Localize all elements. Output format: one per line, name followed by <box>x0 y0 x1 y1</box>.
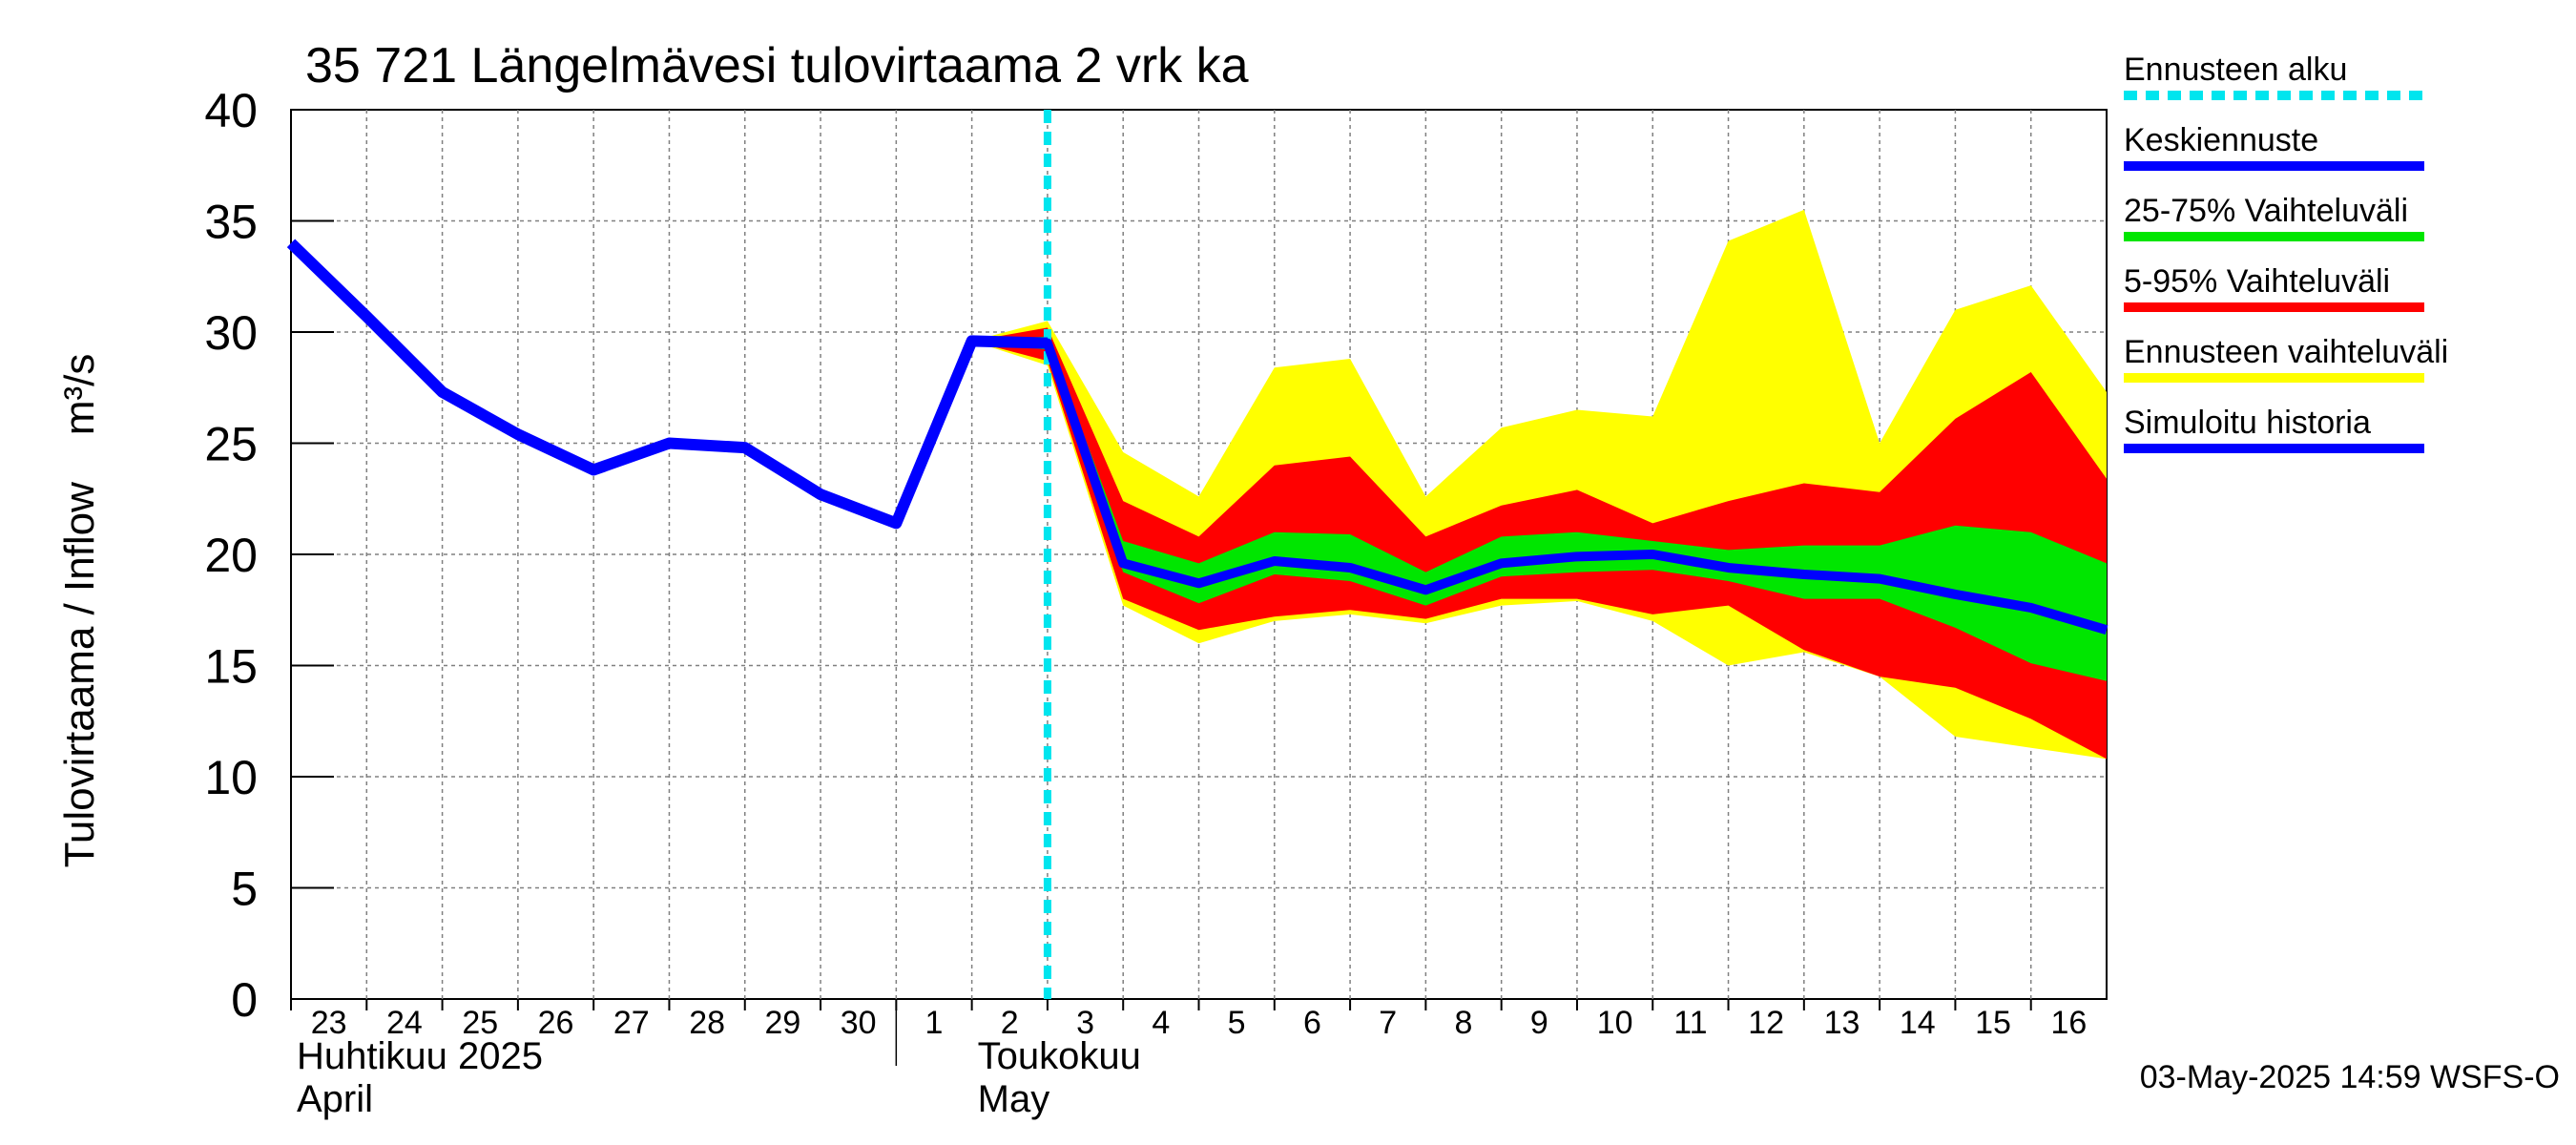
x-tick-label: 24 <box>386 1005 423 1041</box>
y-tick-label: 0 <box>231 973 258 1027</box>
x-tick-label: 12 <box>1748 1005 1784 1041</box>
x-tick-label: 2 <box>1001 1005 1019 1041</box>
y-axis-label: Tulovirtaama / Inflow m³/s <box>56 354 103 868</box>
legend-label: Ennusteen vaihteluväli <box>2124 334 2448 370</box>
x-tick-label: 5 <box>1228 1005 1246 1041</box>
x-tick-label: 28 <box>689 1005 725 1041</box>
x-tick-label: 25 <box>462 1005 498 1041</box>
x-tick-label: 9 <box>1530 1005 1548 1041</box>
x-tick-label: 30 <box>841 1005 877 1041</box>
y-tick-label: 10 <box>204 751 258 804</box>
x-tick-label: 10 <box>1597 1005 1633 1041</box>
legend-label: Ennusteen alku <box>2124 52 2347 88</box>
y-tick-label: 40 <box>204 84 258 137</box>
x-tick-label: 26 <box>538 1005 574 1041</box>
x-tick-label: 16 <box>2050 1005 2087 1041</box>
legend-label: 5-95% Vaihteluväli <box>2124 263 2390 300</box>
x-tick-label: 23 <box>311 1005 347 1041</box>
mean-forecast-line <box>971 336 2109 635</box>
band-25-75 <box>971 336 2107 681</box>
x-tick-label: 6 <box>1303 1005 1321 1041</box>
y-tick-label: 25 <box>204 418 258 471</box>
x-tick-label: 14 <box>1900 1005 1936 1041</box>
x-tick-label: 15 <box>1975 1005 2011 1041</box>
y-tick-label: 5 <box>231 863 258 916</box>
x-tick-label: 8 <box>1455 1005 1473 1041</box>
y-tick-label: 35 <box>204 196 258 249</box>
legend-label: Keskiennuste <box>2124 122 2318 158</box>
month-label-fi: Toukokuu <box>978 1035 1141 1077</box>
y-tick-label: 30 <box>204 306 258 360</box>
x-tick-label: 1 <box>925 1005 944 1041</box>
x-tick-label: 29 <box>764 1005 800 1041</box>
legend-label: Simuloitu historia <box>2124 405 2371 441</box>
x-tick-label: 11 <box>1673 1005 1707 1041</box>
month-label-en: April <box>297 1078 373 1120</box>
x-tick-label: 27 <box>613 1005 650 1041</box>
x-tick-label: 13 <box>1824 1005 1860 1041</box>
history-line <box>286 239 1049 530</box>
y-tick-label: 15 <box>204 640 258 694</box>
timestamp: 03-May-2025 14:59 WSFS-O <box>2140 1059 2560 1095</box>
x-tick-label: 3 <box>1076 1005 1094 1041</box>
legend-label: 25-75% Vaihteluväli <box>2124 193 2408 229</box>
legend: Ennusteen alku Keskiennuste 25-75% Vaihtel… <box>2124 52 2448 453</box>
chart-title: 35 721 Längelmävesi tulovirtaama 2 vrk k… <box>305 38 1249 94</box>
y-tick-label: 20 <box>204 529 258 582</box>
x-tick-label: 4 <box>1152 1005 1170 1041</box>
month-label-en: May <box>978 1078 1050 1120</box>
month-label-fi: Huhtikuu 2025 <box>297 1035 543 1077</box>
x-tick-label: 7 <box>1379 1005 1397 1041</box>
